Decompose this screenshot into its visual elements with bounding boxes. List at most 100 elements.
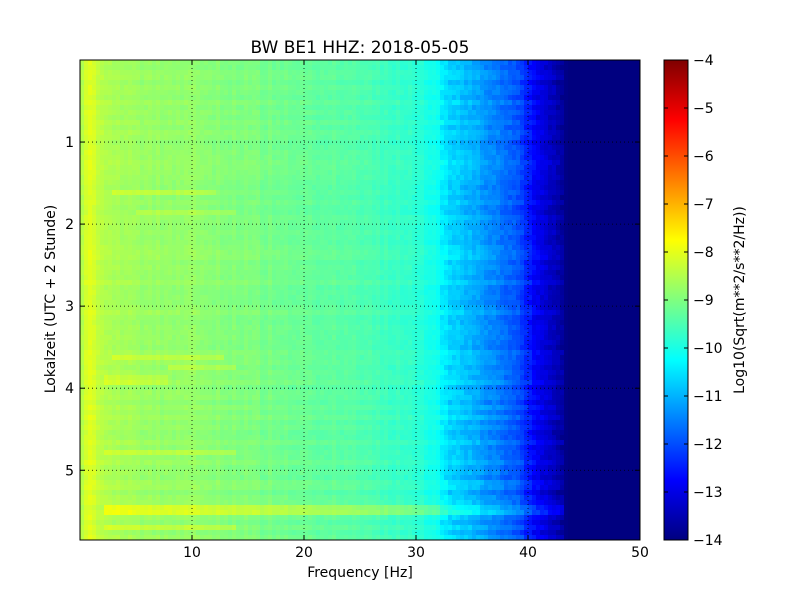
heatmap-cell bbox=[236, 210, 241, 216]
heatmap-cell bbox=[176, 120, 181, 126]
heatmap-cell bbox=[280, 150, 285, 156]
heatmap-cell bbox=[372, 115, 377, 121]
heatmap-cell bbox=[100, 155, 105, 161]
heatmap-cell bbox=[380, 105, 385, 111]
heatmap-cell bbox=[584, 155, 589, 161]
heatmap-cell bbox=[260, 120, 265, 126]
heatmap-cell bbox=[376, 220, 381, 226]
heatmap-cell bbox=[544, 170, 549, 176]
heatmap-cell bbox=[144, 200, 149, 206]
heatmap-cell bbox=[240, 75, 245, 81]
heatmap-cell bbox=[412, 235, 417, 241]
heatmap-cell bbox=[556, 155, 561, 161]
heatmap-cell bbox=[308, 225, 313, 231]
heatmap-cell bbox=[512, 230, 517, 236]
heatmap-cell bbox=[144, 180, 149, 186]
heatmap-cell bbox=[348, 150, 353, 156]
heatmap-cell bbox=[100, 100, 105, 106]
heatmap-cell bbox=[104, 220, 109, 226]
heatmap-cell bbox=[344, 110, 349, 116]
heatmap-cell bbox=[384, 225, 389, 231]
heatmap-cell bbox=[132, 235, 137, 241]
heatmap-cell bbox=[292, 185, 297, 191]
heatmap-cell bbox=[476, 135, 481, 141]
heatmap-cell bbox=[292, 210, 297, 216]
heatmap-cell bbox=[196, 130, 201, 136]
heatmap-cell bbox=[184, 70, 189, 76]
heatmap-cell bbox=[568, 225, 573, 231]
heatmap-cell bbox=[580, 185, 585, 191]
heatmap-cell bbox=[204, 110, 209, 116]
heatmap-cell bbox=[400, 200, 405, 206]
heatmap-cell bbox=[96, 200, 101, 206]
heatmap-cell bbox=[572, 65, 577, 71]
heatmap-cell bbox=[480, 155, 485, 161]
heatmap-cell bbox=[292, 205, 297, 211]
heatmap-cell bbox=[576, 65, 581, 71]
heatmap-cell bbox=[252, 175, 257, 181]
heatmap-cell bbox=[584, 230, 589, 236]
heatmap-cell bbox=[516, 195, 521, 201]
heatmap-cell bbox=[504, 180, 509, 186]
heatmap-cell bbox=[236, 115, 241, 121]
heatmap-cell bbox=[184, 210, 189, 216]
heatmap-cell bbox=[420, 225, 425, 231]
heatmap-cell bbox=[620, 65, 625, 71]
heatmap-cell bbox=[564, 85, 569, 91]
heatmap-cell bbox=[104, 140, 109, 146]
heatmap-cell bbox=[268, 70, 273, 76]
heatmap-cell bbox=[412, 220, 417, 226]
heatmap-cell bbox=[500, 190, 505, 196]
heatmap-cell bbox=[504, 160, 509, 166]
heatmap-cell bbox=[224, 60, 229, 66]
heatmap-cell bbox=[260, 65, 265, 71]
heatmap-cell bbox=[504, 90, 509, 96]
heatmap-cell bbox=[332, 210, 337, 216]
heatmap-cell bbox=[316, 75, 321, 81]
heatmap-cell bbox=[264, 70, 269, 76]
heatmap-cell bbox=[632, 220, 637, 226]
heatmap-cell bbox=[260, 230, 265, 236]
heatmap-cell bbox=[220, 135, 225, 141]
heatmap-cell bbox=[576, 195, 581, 201]
heatmap-cell bbox=[240, 95, 245, 101]
heatmap-cell bbox=[624, 185, 629, 191]
heatmap-cell bbox=[440, 75, 445, 81]
heatmap-cell bbox=[320, 120, 325, 126]
heatmap-cell bbox=[80, 155, 85, 161]
heatmap-cell bbox=[552, 100, 557, 106]
heatmap-cell bbox=[256, 155, 261, 161]
heatmap-cell bbox=[292, 160, 297, 166]
heatmap-cell bbox=[504, 195, 509, 201]
heatmap-cell bbox=[228, 90, 233, 96]
heatmap-cell bbox=[508, 230, 513, 236]
heatmap-cell bbox=[420, 85, 425, 91]
heatmap-cell bbox=[400, 70, 405, 76]
heatmap-cell bbox=[140, 235, 145, 241]
heatmap-cell bbox=[244, 95, 249, 101]
heatmap-cell bbox=[444, 60, 449, 66]
heatmap-cell bbox=[628, 185, 633, 191]
heatmap-cell bbox=[340, 230, 345, 236]
heatmap-cell bbox=[100, 70, 105, 76]
heatmap-cell bbox=[88, 140, 93, 146]
heatmap-cell bbox=[560, 140, 565, 146]
heatmap-cell bbox=[364, 170, 369, 176]
heatmap-cell bbox=[500, 160, 505, 166]
heatmap-cell bbox=[476, 110, 481, 116]
heatmap-cell bbox=[300, 135, 305, 141]
heatmap-cell bbox=[432, 235, 437, 241]
heatmap-cell bbox=[624, 85, 629, 91]
heatmap-cell bbox=[368, 155, 373, 161]
heatmap-cell bbox=[208, 100, 213, 106]
heatmap-cell bbox=[84, 70, 89, 76]
heatmap-cell bbox=[176, 190, 181, 196]
heatmap-cell bbox=[360, 155, 365, 161]
heatmap-cell bbox=[504, 80, 509, 86]
heatmap-cell bbox=[172, 230, 177, 236]
heatmap-cell bbox=[268, 220, 273, 226]
heatmap-cell bbox=[108, 225, 113, 231]
heatmap-cell bbox=[88, 230, 93, 236]
heatmap-cell bbox=[108, 135, 113, 141]
heatmap-cell bbox=[384, 155, 389, 161]
